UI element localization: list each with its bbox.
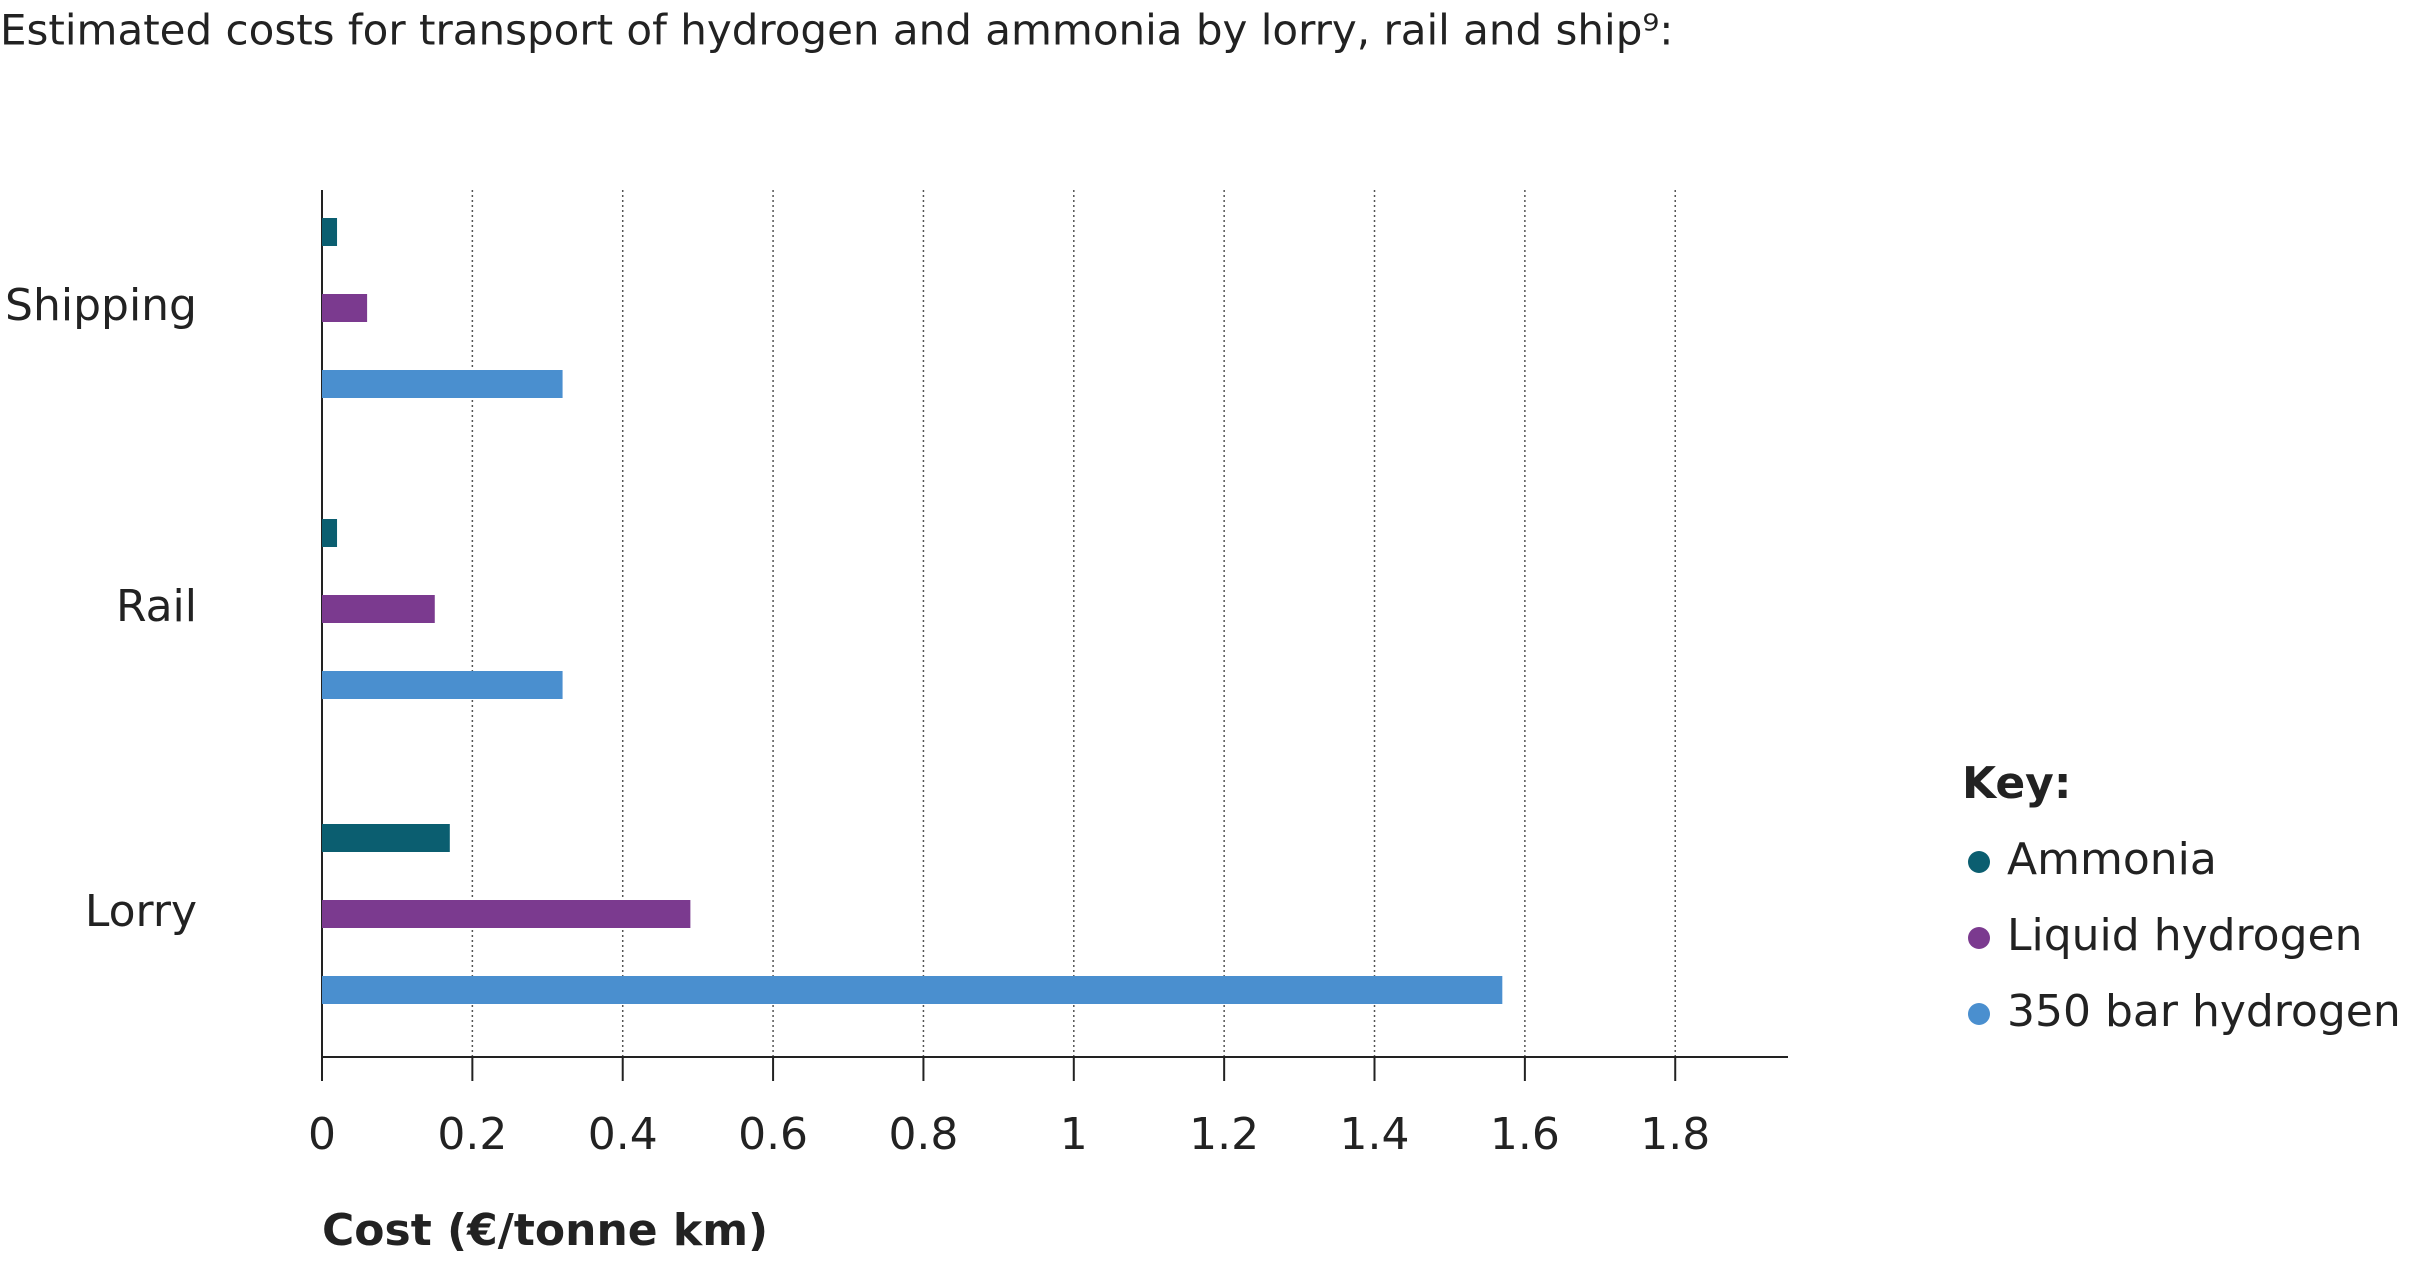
x-tick-label: 0.2 (437, 1109, 507, 1160)
x-tick-label: 0.4 (588, 1109, 658, 1160)
x-tick-label: 0 (308, 1109, 336, 1160)
x-axis-title: Cost (€/tonne km) (322, 1205, 768, 1256)
chart-title: Estimated costs for transport of hydroge… (0, 6, 1673, 55)
x-tick-label: 0.8 (888, 1109, 958, 1160)
legend-label: Ammonia (2007, 834, 2217, 885)
legend-marker (1968, 927, 1990, 949)
x-tick-label: 1.4 (1340, 1109, 1410, 1160)
bar (322, 294, 368, 322)
x-tick-label: 1.8 (1640, 1109, 1710, 1160)
y-tick-label: Lorry (85, 886, 197, 937)
legend-marker (1968, 851, 1990, 873)
bar (322, 370, 563, 398)
legend-marker (1968, 1003, 1990, 1025)
x-tick-label: 1.6 (1490, 1109, 1560, 1160)
x-tick-label: 1 (1060, 1109, 1088, 1160)
bar (322, 824, 450, 852)
y-tick-label: Rail (116, 581, 197, 632)
legend-title: Key: (1962, 758, 2071, 809)
x-tick-label: 1.2 (1189, 1109, 1259, 1160)
x-tick-label: 0.6 (738, 1109, 808, 1160)
legend-label: 350 bar hydrogen (2007, 986, 2401, 1037)
bar (322, 218, 338, 246)
bar (322, 900, 691, 928)
bar (322, 671, 563, 699)
bar (322, 595, 435, 623)
bar (322, 976, 1503, 1004)
legend-label: Liquid hydrogen (2007, 910, 2362, 961)
bar (322, 519, 338, 547)
y-tick-label: Shipping (5, 280, 197, 331)
